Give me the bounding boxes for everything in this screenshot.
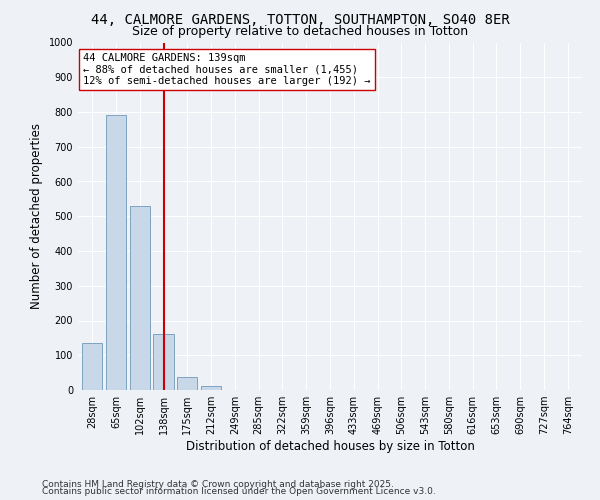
Bar: [177, 377, 197, 390]
Bar: [106, 116, 126, 390]
Text: 44 CALMORE GARDENS: 139sqm
← 88% of detached houses are smaller (1,455)
12% of s: 44 CALMORE GARDENS: 139sqm ← 88% of deta…: [83, 53, 371, 86]
Text: 44, CALMORE GARDENS, TOTTON, SOUTHAMPTON, SO40 8ER: 44, CALMORE GARDENS, TOTTON, SOUTHAMPTON…: [91, 12, 509, 26]
Text: Size of property relative to detached houses in Totton: Size of property relative to detached ho…: [132, 25, 468, 38]
X-axis label: Distribution of detached houses by size in Totton: Distribution of detached houses by size …: [185, 440, 475, 453]
Text: Contains public sector information licensed under the Open Government Licence v3: Contains public sector information licen…: [42, 487, 436, 496]
Y-axis label: Number of detached properties: Number of detached properties: [30, 123, 43, 309]
Bar: [201, 386, 221, 390]
Bar: [130, 206, 150, 390]
Bar: [154, 334, 173, 390]
Text: Contains HM Land Registry data © Crown copyright and database right 2025.: Contains HM Land Registry data © Crown c…: [42, 480, 394, 489]
Bar: [82, 343, 103, 390]
